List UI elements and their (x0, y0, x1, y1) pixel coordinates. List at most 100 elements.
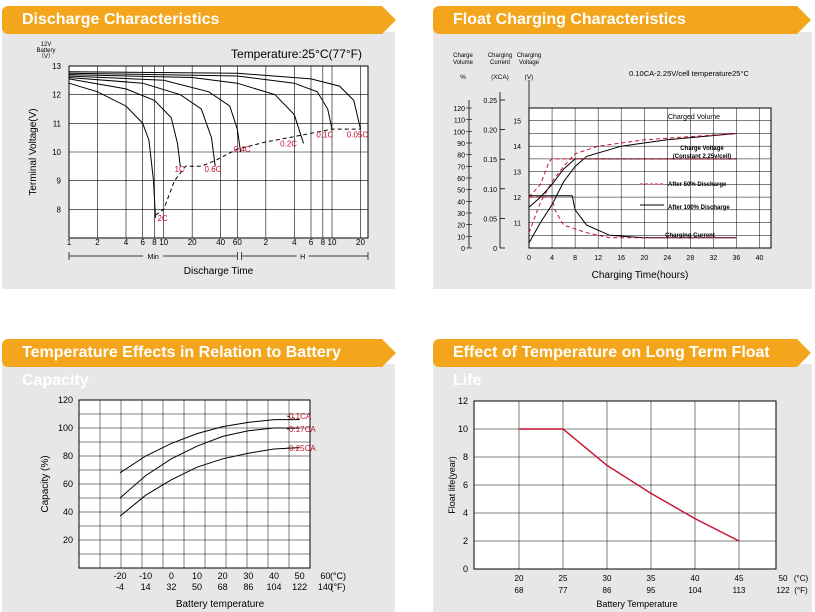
x-tick-label-f: 86 (603, 586, 612, 595)
x-tick-label: 32 (709, 255, 717, 262)
series-line-charged-volume-dashed (528, 133, 737, 233)
series-line-charge-voltage-dashed (528, 158, 737, 198)
x-unit-c: (°C) (794, 574, 809, 583)
volume-tick-label: 0 (461, 246, 465, 253)
y-axis-title: Terminal Voltage(V) (28, 108, 39, 195)
series-line-charging-current-dashed (529, 196, 737, 239)
y-tick-label: 6 (463, 480, 468, 490)
volume-tick-label: 60 (457, 176, 465, 183)
series-line-0.1C (68, 72, 333, 130)
x-tick-label-c: -20 (113, 571, 126, 581)
x-tick-label-c: 30 (603, 574, 612, 583)
y-tick-label: 10 (52, 148, 61, 157)
curve-label-charge-voltage-note: (Constant 2.25v/cell) (673, 154, 731, 160)
series-label-2C: 2C (157, 214, 167, 223)
x-tick-label-f: 122 (292, 582, 307, 592)
x-tick-label-c: 20 (515, 574, 524, 583)
header-label-volume: Volume (453, 60, 474, 66)
x-tick-label: 10 (159, 238, 168, 247)
x-tick-label-f: 140 (318, 582, 333, 592)
x-tick-label-c: 25 (559, 574, 568, 583)
series-label-0.1C: 0.1C (316, 131, 333, 140)
y-tick-label: 8 (57, 205, 62, 214)
voltage-tick-label: 15 (513, 119, 521, 126)
y-tick-label: 4 (463, 508, 468, 518)
y-tick-label: 11 (53, 119, 62, 128)
y-tick-label: 12 (458, 396, 468, 406)
x-axis-title: Charging Time(hours) (592, 270, 689, 281)
series-label-1C: 1C (174, 165, 184, 174)
volume-tick-label: 10 (457, 234, 465, 241)
y-tick-label: 100 (58, 423, 73, 433)
volume-tick-label: 30 (457, 211, 465, 218)
current-tick-label: 0.05 (483, 216, 497, 223)
series-label-0.4C: 0.4C (234, 145, 251, 154)
x-tick-label: 12 (594, 255, 602, 262)
x-tick-label-f: 77 (559, 586, 568, 595)
x-tick-label: 40 (756, 255, 764, 262)
y-tick-label: 80 (63, 451, 73, 461)
series-label-0.05C: 0.05C (347, 131, 369, 140)
y-tick-label: 13 (52, 62, 61, 71)
header-label-current: Current (490, 60, 510, 66)
x-unit-c: (°C) (330, 571, 346, 581)
series-line-0.1CA (119, 419, 300, 474)
x-tick-label: 16 (617, 255, 625, 262)
x-tick-label: 6 (309, 238, 314, 247)
legend-label-50: After 50% Discharge (668, 182, 727, 188)
y-unit-note: 12V (41, 42, 52, 48)
header-label-current: Charging (488, 53, 512, 59)
x-tick-label: 2 (264, 238, 269, 247)
x-tick-label: 40 (216, 238, 225, 247)
x-tick-label-c: 50 (779, 574, 788, 583)
y-tick-label: 120 (58, 395, 73, 405)
y-axis-title: Capacity (%) (40, 455, 51, 512)
x-tick-label-f: 95 (647, 586, 656, 595)
y-tick-label: 9 (57, 177, 62, 186)
x-tick-label-f: 86 (243, 582, 253, 592)
curve-label-charged-volume: Charged Volume (668, 114, 720, 121)
series-line-0.2C (68, 74, 304, 144)
series-label-0.17CA: 0.17CA (289, 425, 316, 434)
axis-unit-label: (XCA) (491, 74, 509, 81)
plot-area (528, 107, 772, 249)
x-axis-title: Discharge Time (184, 266, 254, 277)
x-tick-label-f: 68 (218, 582, 228, 592)
volume-tick-label: 40 (457, 199, 465, 206)
volume-tick-label: 20 (457, 223, 465, 230)
volume-tick-label: 50 (457, 188, 465, 195)
volume-tick-label: 80 (457, 153, 465, 160)
float-life-line (519, 428, 740, 542)
h-unit-label: H (300, 254, 305, 261)
x-tick-label: 1 (67, 238, 72, 247)
x-tick-label: 8 (573, 255, 577, 262)
x-tick-label-f: 50 (192, 582, 202, 592)
series-line-0.17CA (119, 427, 300, 499)
y-tick-label: 10 (458, 424, 468, 434)
curve-label-charging-current: Charging Current (665, 233, 715, 239)
legend-label-100: After 100% Discharge (668, 205, 730, 211)
float-annotation: 0.10CA-2.25V/cell temperature25°C (629, 69, 749, 78)
y-tick-label: 20 (63, 535, 73, 545)
header-label-voltage: Voltage (519, 60, 540, 66)
x-tick-label-f: -4 (116, 582, 124, 592)
series-line-1C (68, 78, 181, 167)
x-axis-title: Battery temperature (176, 599, 265, 610)
current-tick-label: 0.15 (483, 157, 497, 164)
x-tick-label-f: 104 (688, 586, 702, 595)
series-label-0.2C: 0.2C (280, 139, 297, 148)
voltage-tick-label: 11 (514, 221, 521, 228)
current-tick-label: 0.10 (483, 187, 497, 194)
axis-unit-label: (V) (525, 74, 534, 81)
x-tick-label-c: 20 (218, 571, 228, 581)
curve-label-charge-voltage: Charge Voltage (680, 146, 724, 152)
series-line-0.6C (68, 77, 216, 167)
y-unit-note: Battery (36, 48, 55, 54)
x-tick-label-f: 32 (166, 582, 176, 592)
y-tick-label: 2 (463, 536, 468, 546)
header-label-voltage: Charging (517, 53, 541, 59)
x-tick-label-c: 45 (735, 574, 744, 583)
x-tick-label: 36 (733, 255, 741, 262)
